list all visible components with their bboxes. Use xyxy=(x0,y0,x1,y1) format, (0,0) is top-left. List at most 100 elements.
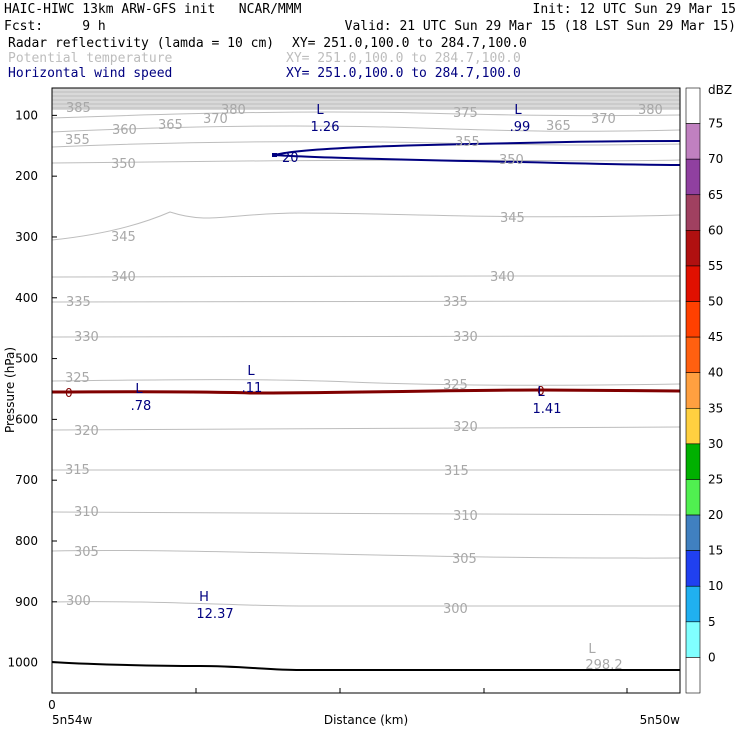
theta-label: 300 xyxy=(443,602,468,617)
colorbar-swatch xyxy=(685,443,701,480)
theta-label: 350 xyxy=(111,157,136,172)
y-tick-label: 900 xyxy=(15,595,38,609)
colorbar-level-label: 55 xyxy=(708,259,723,273)
theta-label: 325 xyxy=(65,371,90,386)
y-axis-title: Pressure (hPa) xyxy=(3,347,17,433)
colorbar-swatch xyxy=(685,550,701,587)
colorbar-swatch xyxy=(685,407,701,445)
theta-label: 315 xyxy=(65,463,90,478)
reflectivity-contour-label: 0 xyxy=(537,384,545,398)
y-tick-label: 1000 xyxy=(7,656,38,670)
colorbar-swatch xyxy=(685,230,701,267)
colorbar-unit: dBZ xyxy=(708,83,732,97)
x-end-label: 5n50w xyxy=(640,713,681,727)
colorbar-level-label: 60 xyxy=(708,223,723,237)
theta-label: 355 xyxy=(65,133,90,148)
theta-label: 330 xyxy=(74,330,99,345)
theta-label: 355 xyxy=(455,135,480,150)
colorbar-swatch xyxy=(685,158,701,196)
x-axis-title: Distance (km) xyxy=(324,713,408,727)
colorbar-level-label: 40 xyxy=(708,366,723,380)
y-axis: 100 200 300 400 500 600 700 800 900 1000 xyxy=(7,108,57,670)
extremum-value: 298.2 xyxy=(585,658,622,673)
extremum-type: L xyxy=(316,103,324,118)
header-forecast-hour: Fcst: 9 h xyxy=(4,19,106,34)
header-line1-left: HAIC-HIWC 13km ARW-GFS init NCAR/MMM xyxy=(4,2,302,17)
theta-shading-top xyxy=(52,88,680,110)
reflectivity-contour-label: 0 xyxy=(65,386,73,400)
y-tick-label: 700 xyxy=(15,473,38,487)
reflectivity-contour-labels: 0 0 xyxy=(65,384,545,400)
theta-contour-labels: 385 380 375 380 360 365 370 365 370 355 … xyxy=(65,101,663,617)
extremum-type: H xyxy=(199,590,209,605)
theta-label: 335 xyxy=(66,295,91,310)
colorbar-swatch xyxy=(685,123,701,160)
colorbar-swatch xyxy=(685,87,701,124)
y-tick-label: 200 xyxy=(15,169,38,183)
theta-contours xyxy=(51,111,681,607)
field-reflectivity-xy: XY= 251.0,100.0 to 284.7,100.0 xyxy=(292,36,527,51)
extremum-type: L xyxy=(247,364,255,379)
colorbar-swatch xyxy=(685,372,701,409)
y-tick-label: 400 xyxy=(15,291,38,305)
header-init-time: Init: 12 UTC Sun 29 Mar 15 xyxy=(532,2,737,17)
colorbar-swatch xyxy=(685,514,701,551)
colorbar-level-label: 10 xyxy=(708,579,723,593)
colorbar-swatch xyxy=(685,585,701,623)
theta-label: 345 xyxy=(111,230,136,245)
colorbar-level-label: 30 xyxy=(708,437,723,451)
theta-label: 370 xyxy=(203,112,228,127)
wind-contour-label: 20 xyxy=(282,151,299,166)
theta-label: 380 xyxy=(221,103,246,118)
colorbar-level-label: 0 xyxy=(708,650,716,664)
colorbar-level-label: 50 xyxy=(708,295,723,309)
theta-label: 310 xyxy=(453,509,478,524)
theta-label: 345 xyxy=(500,211,525,226)
theta-label: 375 xyxy=(453,106,478,121)
theta-label: 310 xyxy=(74,505,99,520)
theta-label: 335 xyxy=(443,295,468,310)
extremum-value: 12.37 xyxy=(196,607,233,622)
colorbar-level-label: 65 xyxy=(708,188,723,202)
theta-label: 305 xyxy=(452,552,477,567)
colorbar-level-label: 70 xyxy=(708,152,723,166)
colorbar-swatch xyxy=(685,301,701,338)
field-theta-xy: XY= 251.0,100.0 to 284.7,100.0 xyxy=(286,51,521,66)
header-valid-time: Valid: 21 UTC Sun 29 Mar 15 (18 LST Sun … xyxy=(344,19,736,34)
theta-label: 320 xyxy=(453,420,478,435)
theta-label: 380 xyxy=(638,103,663,118)
colorbar-swatch xyxy=(685,336,701,374)
theta-label: 365 xyxy=(546,119,571,134)
wind-contour-labels: 20 xyxy=(272,151,299,166)
colorbar-swatch xyxy=(685,265,701,302)
extremum-value: .99 xyxy=(510,120,531,135)
colorbar-level-label: 25 xyxy=(708,472,723,486)
colorbar-level-label: 45 xyxy=(708,330,723,344)
colorbar-level-label: 75 xyxy=(708,117,723,131)
theta-label: 340 xyxy=(490,270,515,285)
extremum-value: 1.26 xyxy=(311,120,340,135)
extremum-type: L xyxy=(514,103,522,118)
theta-label: 370 xyxy=(591,112,616,127)
theta-label: 300 xyxy=(66,594,91,609)
extrema-labels: L 1.26 L .99 L .78 L .11 L 1.41 H 12.37 … xyxy=(131,103,623,673)
x-start-label: 5n54w xyxy=(52,713,93,727)
reflectivity-zero-contour xyxy=(51,388,681,395)
theta-label: 305 xyxy=(74,545,99,560)
x-axis: 0 5n54w Distance (km) 5n50w xyxy=(48,688,680,727)
terrain-surface-line xyxy=(51,661,680,672)
field-wind-name: Horizontal wind speed xyxy=(8,66,173,81)
colorbar-swatch xyxy=(685,657,701,694)
extremum-value: .11 xyxy=(242,381,263,396)
theta-label: 365 xyxy=(158,118,183,133)
extremum-type: L xyxy=(588,642,596,657)
theta-label: 325 xyxy=(443,378,468,393)
colorbar-swatch xyxy=(685,621,701,658)
field-wind-xy: XY= 251.0,100.0 to 284.7,100.0 xyxy=(286,66,521,81)
theta-label: 350 xyxy=(499,153,524,168)
y-tick-label: 500 xyxy=(15,352,38,366)
theta-label: 340 xyxy=(111,270,136,285)
theta-label: 385 xyxy=(66,101,91,116)
colorbar-level-label: 20 xyxy=(708,508,723,522)
